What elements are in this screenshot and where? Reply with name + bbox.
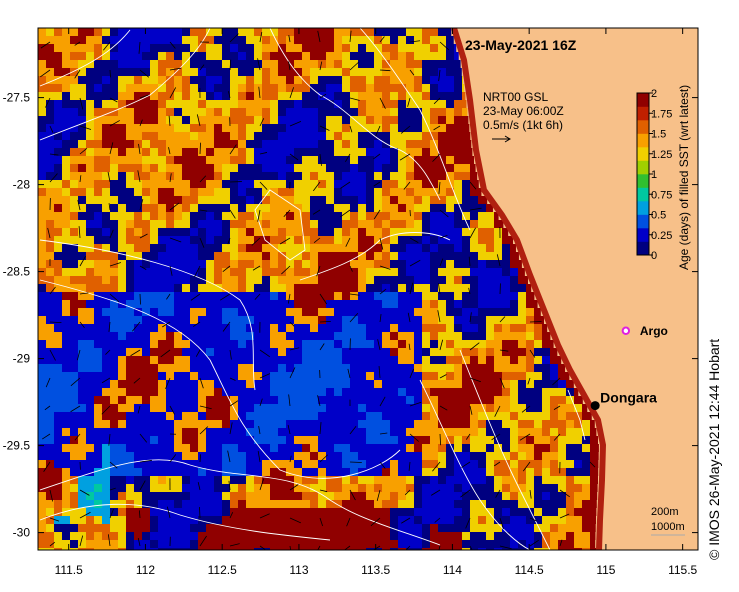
- colorbar-swatch: [637, 241, 649, 256]
- bathymetry-contours: [39, 28, 586, 550]
- map-title: 23-May-2021 16Z: [465, 37, 577, 53]
- current-legend: NRT00 GSL 23-May 06:00Z 0.5m/s (1kt 6h): [483, 90, 564, 143]
- current-legend-time: 23-May 06:00Z: [483, 104, 564, 118]
- x-tick-label: 112: [136, 563, 155, 577]
- colorbar-tick-label: 0.25: [651, 230, 672, 242]
- colorbar-swatch: [637, 214, 649, 229]
- x-tick-label: 113.5: [361, 563, 390, 577]
- place-markers: Dongara Argo: [590, 324, 668, 411]
- y-tick-label: -28.5: [3, 265, 31, 279]
- x-tick-label: 113: [289, 563, 308, 577]
- colorbar-tick-label: 0.75: [651, 189, 672, 201]
- colorbar-tick-label: 1.5: [651, 129, 666, 141]
- colorbar-swatch: [637, 228, 649, 242]
- map-frame: [37, 27, 699, 551]
- colorbar: 2 1.75 1.5 1.25 1 0.75 0.5 0.25 0 Age (days) of …: [636, 85, 691, 270]
- colorbar-swatch: [637, 133, 649, 148]
- scale-arrowhead-icon: [504, 135, 511, 143]
- colorbar-swatch: [637, 120, 649, 134]
- depth-contour-legend: 200m 1000m: [651, 506, 685, 536]
- colorbar-tick-label: 2: [651, 88, 657, 100]
- x-tick-label: 114.5: [515, 563, 544, 577]
- argo-label: Argo: [640, 324, 668, 338]
- y-tick-label: -30: [13, 526, 31, 540]
- x-tick-label: 115.5: [668, 563, 697, 577]
- x-tick-label: 111.5: [55, 563, 84, 577]
- x-tick-label: 114: [443, 563, 462, 577]
- current-legend-model: NRT00 GSL: [483, 90, 548, 104]
- x-tick-label: 115: [596, 563, 615, 577]
- colorbar-swatch: [637, 201, 649, 215]
- colorbar-swatch: [637, 187, 649, 202]
- depth-legend-1000: 1000m: [651, 521, 685, 533]
- y-tick-label: -27.5: [3, 91, 31, 105]
- colorbar-tick-label: 1.25: [651, 149, 672, 161]
- argo-float-icon: [621, 326, 631, 335]
- colorbar-label: Age (days) of filled SST (wrt latest): [677, 85, 691, 270]
- colorbar-swatch: [637, 147, 649, 161]
- axis-ticks: 111.5 112 112.5 113 113.5 114 114.5 115 115.5 -27…: [3, 28, 698, 577]
- current-legend-scale: 0.5m/s (1kt 6h): [483, 118, 563, 132]
- colorbar-tick-label: 1: [651, 169, 657, 181]
- coastline: [451, 28, 607, 550]
- y-tick-label: -29: [13, 352, 31, 366]
- y-tick-label: -29.5: [3, 439, 31, 453]
- current-arrows: [40, 30, 596, 550]
- colorbar-tick-label: 0.5: [651, 210, 666, 222]
- x-tick-label: 112.5: [208, 563, 237, 577]
- colorbar-tick-label: 0: [651, 250, 657, 262]
- colorbar-swatch: [637, 93, 649, 107]
- ocean-age-field: [38, 28, 599, 550]
- depth-legend-200: 200m: [651, 506, 679, 518]
- colorbar-swatch: [637, 160, 649, 175]
- dongara-marker: [590, 401, 600, 411]
- credit-text: © IMOS 26-May-2021 12:44 Hobart: [706, 338, 722, 560]
- colorbar-swatch: [637, 106, 649, 121]
- colorbar-swatch: [637, 174, 649, 188]
- colorbar-tick-label: 1.75: [651, 108, 672, 120]
- y-tick-label: -28: [13, 178, 31, 192]
- dongara-label: Dongara: [600, 390, 657, 406]
